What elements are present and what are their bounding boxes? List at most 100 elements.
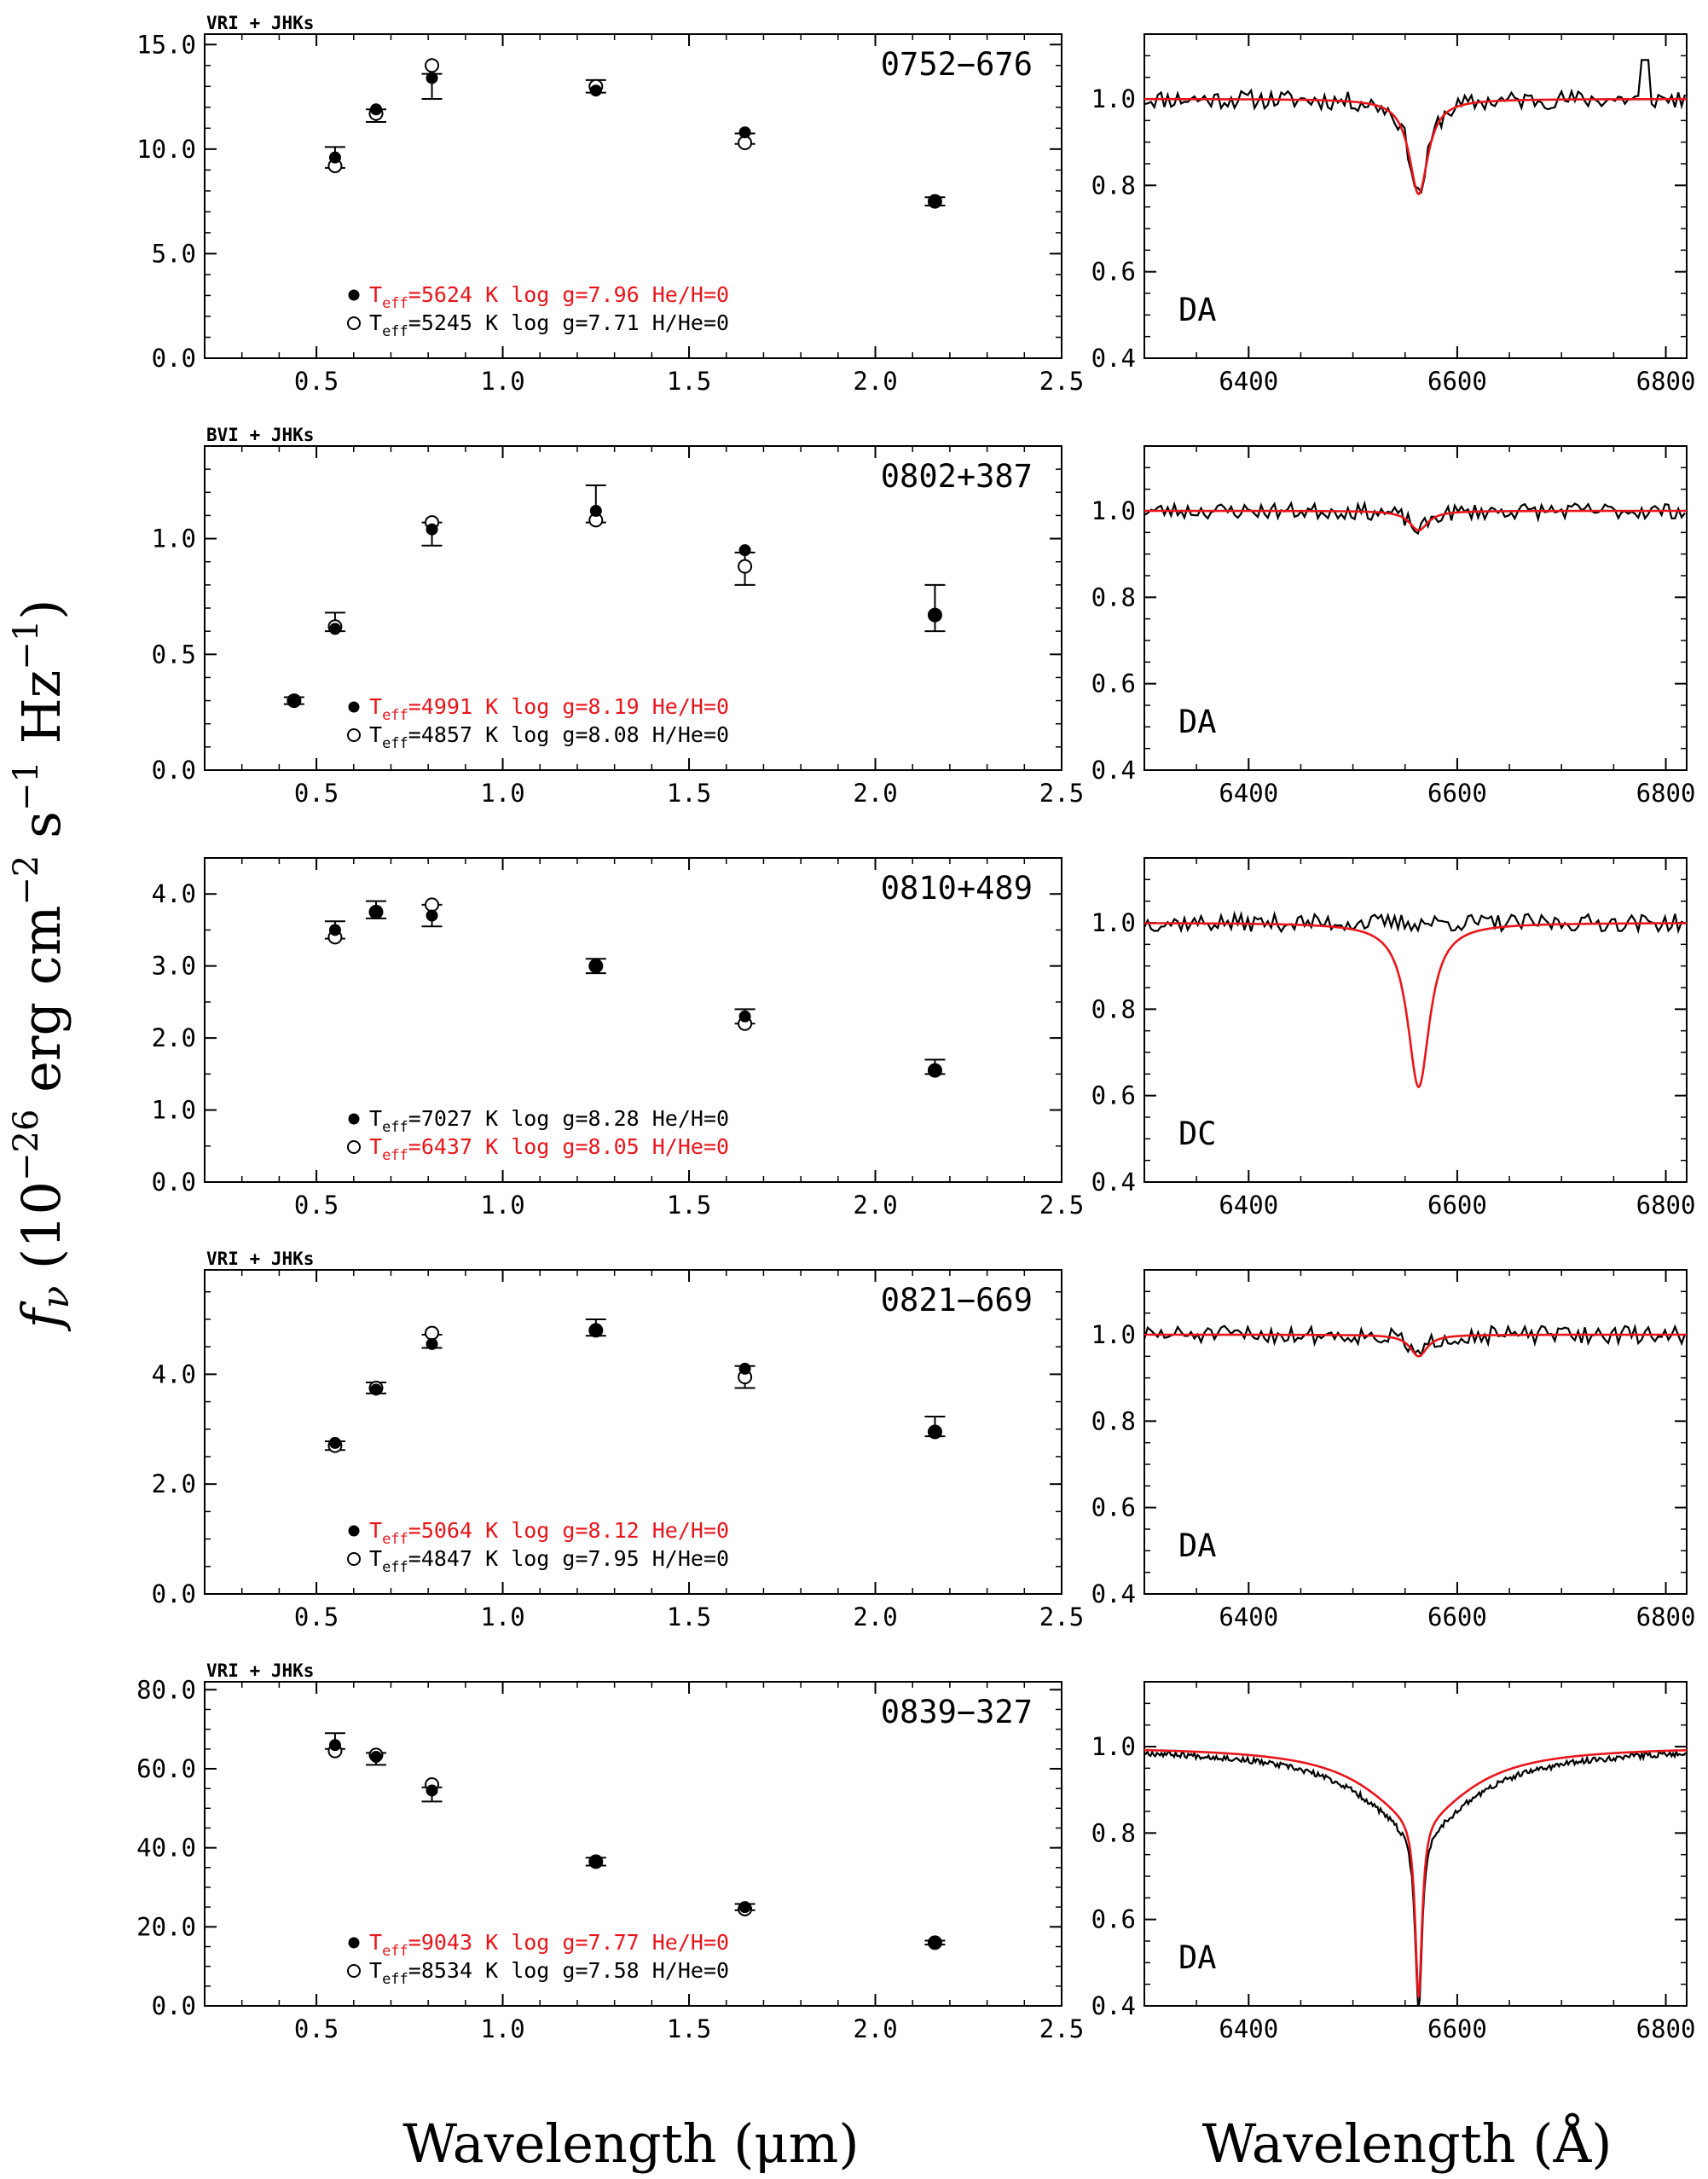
y-tick-label: 60.0 [136, 1754, 196, 1783]
y-tick-label: 0.6 [1091, 1081, 1136, 1110]
y-tick-label: 1.0 [1091, 908, 1136, 937]
legend-marker [348, 1113, 360, 1125]
plot-frame [1143, 33, 1688, 359]
filter-label: BVI + JHKs [206, 425, 314, 445]
plot-frame [1143, 445, 1688, 771]
legend-marker [348, 289, 360, 301]
legend-entry-open: Teff=6437 K log g=8.05 H/He=0 [347, 1134, 729, 1164]
legend-entry-open: Teff=4857 K log g=8.08 H/He=0 [347, 722, 729, 752]
model-filled-point [370, 906, 382, 919]
legend-marker [348, 1937, 360, 1949]
legend-text: Teff=5064 K log g=8.12 He/H=0 [369, 1518, 729, 1548]
y-tick-label: 0.6 [1091, 669, 1136, 698]
filter-label: VRI + JHKs [206, 1249, 314, 1269]
y-tick-label: 0.4 [1091, 1168, 1136, 1197]
model-filled-point [929, 1426, 941, 1438]
legend-text: Teff=4847 K log g=7.95 H/He=0 [369, 1546, 729, 1576]
legend-entry-filled: Teff=5624 K log g=7.96 He/H=0 [348, 282, 729, 312]
model-filled-point [738, 544, 751, 557]
y-tick-label: 0.0 [152, 344, 196, 373]
plot-frame [1143, 857, 1688, 1183]
x-tick-label: 1.5 [667, 367, 711, 396]
y-tick-label: 0.0 [152, 1579, 196, 1608]
model-filled-point [738, 1010, 751, 1023]
y-tick-label: 1.0 [1091, 1320, 1136, 1349]
model-filled-point [589, 1324, 602, 1336]
y-tick-label: 0.0 [152, 756, 196, 785]
model-filled-point [929, 609, 941, 622]
legend-entry-filled: Teff=9043 K log g=7.77 He/H=0 [348, 1930, 729, 1960]
x-tick-label: 6800 [1636, 1602, 1696, 1631]
legend-marker [348, 701, 360, 713]
plot-frame [204, 1681, 1062, 2007]
x-axis-label-right: Wavelength (Å) [1202, 2112, 1612, 2175]
y-tick-label: 4.0 [152, 879, 196, 908]
model-filled-point [426, 523, 438, 536]
x-tick-label: 2.5 [1039, 2014, 1084, 2043]
model-filled-point [738, 1362, 751, 1375]
spectrum-panel: 6400 6600 6800 0.4 0.6 0.8 1.0 DA [1091, 33, 1695, 396]
x-tick-label: 0.5 [294, 1191, 339, 1220]
x-tick-label: 2.5 [1039, 367, 1084, 396]
y-tick-label: 1.0 [1091, 1732, 1136, 1761]
y-tick-label: 0.6 [1091, 1905, 1136, 1934]
legend-text: Teff=9043 K log g=7.77 He/H=0 [369, 1930, 729, 1960]
model-filled-point [589, 1855, 602, 1868]
sed-panel: 0.5 1.0 1.5 2.0 2.5 0.0 5.0 10.0 15.0 VRI + JHKs 0… [136, 13, 1084, 396]
y-tick-label: 0.8 [1091, 171, 1136, 200]
model-filled-point [589, 84, 602, 97]
x-tick-label: 1.0 [480, 2014, 524, 2043]
y-axis-label: fν (10−26 erg cm−2 s−1 Hz−1) [7, 600, 78, 1332]
object-label: 0802+387 [881, 458, 1033, 495]
legend-marker [347, 728, 361, 742]
legend-entry-open: Teff=8534 K log g=7.58 H/He=0 [347, 1958, 729, 1988]
y-tick-label: 1.0 [1091, 84, 1136, 113]
model-spectrum [1144, 509, 1687, 532]
model-filled-point [738, 1901, 751, 1914]
model-open-point [425, 58, 440, 73]
plot-frame [204, 1269, 1062, 1595]
sed-panel: 0.5 1.0 1.5 2.0 2.5 0.0 1.0 2.0 3.0 4.0 0810+489 Te… [152, 857, 1084, 1220]
legend-marker [348, 1525, 360, 1537]
x-tick-label: 1.0 [480, 367, 524, 396]
legend-entry-filled: Teff=7027 K log g=8.28 He/H=0 [348, 1106, 729, 1136]
model-open-point [738, 559, 753, 574]
legend-text: Teff=5624 K log g=7.96 He/H=0 [369, 282, 729, 312]
model-open-point [425, 897, 440, 913]
x-tick-label: 2.0 [853, 2014, 897, 2043]
object-label: 0810+489 [881, 870, 1033, 907]
y-tick-label: 1.0 [152, 1096, 196, 1125]
model-filled-point [287, 694, 300, 707]
x-tick-label: 6600 [1427, 367, 1487, 396]
legend-entry-open: Teff=4847 K log g=7.95 H/He=0 [347, 1546, 729, 1576]
x-tick-label: 1.0 [480, 779, 524, 808]
x-axis-label-left: Wavelength (μm) [402, 2112, 859, 2175]
y-tick-label: 0.4 [1091, 756, 1136, 785]
x-tick-label: 2.5 [1039, 1191, 1084, 1220]
x-tick-label: 1.0 [480, 1602, 524, 1631]
x-tick-label: 6600 [1427, 1191, 1487, 1220]
model-open-point [425, 1325, 440, 1341]
model-spectrum [1144, 1333, 1687, 1358]
x-tick-label: 6600 [1427, 1602, 1487, 1631]
sed-panel: 0.5 1.0 1.5 2.0 2.5 0.0 20.0 40.0 60.0 80.0 VRI + … [136, 1660, 1084, 2043]
y-tick-label: 0.0 [152, 1991, 196, 2020]
x-tick-label: 2.0 [853, 1191, 897, 1220]
x-tick-label: 6800 [1636, 2014, 1696, 2043]
model-filled-point [426, 72, 438, 84]
y-tick-label: 2.0 [152, 1469, 196, 1498]
model-spectrum [1144, 97, 1687, 196]
x-tick-label: 0.5 [294, 779, 339, 808]
x-tick-label: 1.5 [667, 1191, 711, 1220]
y-tick-label: 10.0 [136, 135, 196, 164]
y-tick-label: 40.0 [136, 1834, 196, 1863]
x-tick-label: 6800 [1636, 1191, 1696, 1220]
y-tick-label: 3.0 [152, 952, 196, 981]
y-tick-label: 0.8 [1091, 582, 1136, 611]
spectrum-panel: 6400 6600 6800 0.4 0.6 0.8 1.0 DA [1091, 445, 1695, 808]
x-tick-label: 6400 [1219, 2014, 1278, 2043]
x-tick-label: 6600 [1427, 779, 1487, 808]
model-filled-point [738, 126, 751, 139]
y-tick-label: 4.0 [152, 1359, 196, 1388]
